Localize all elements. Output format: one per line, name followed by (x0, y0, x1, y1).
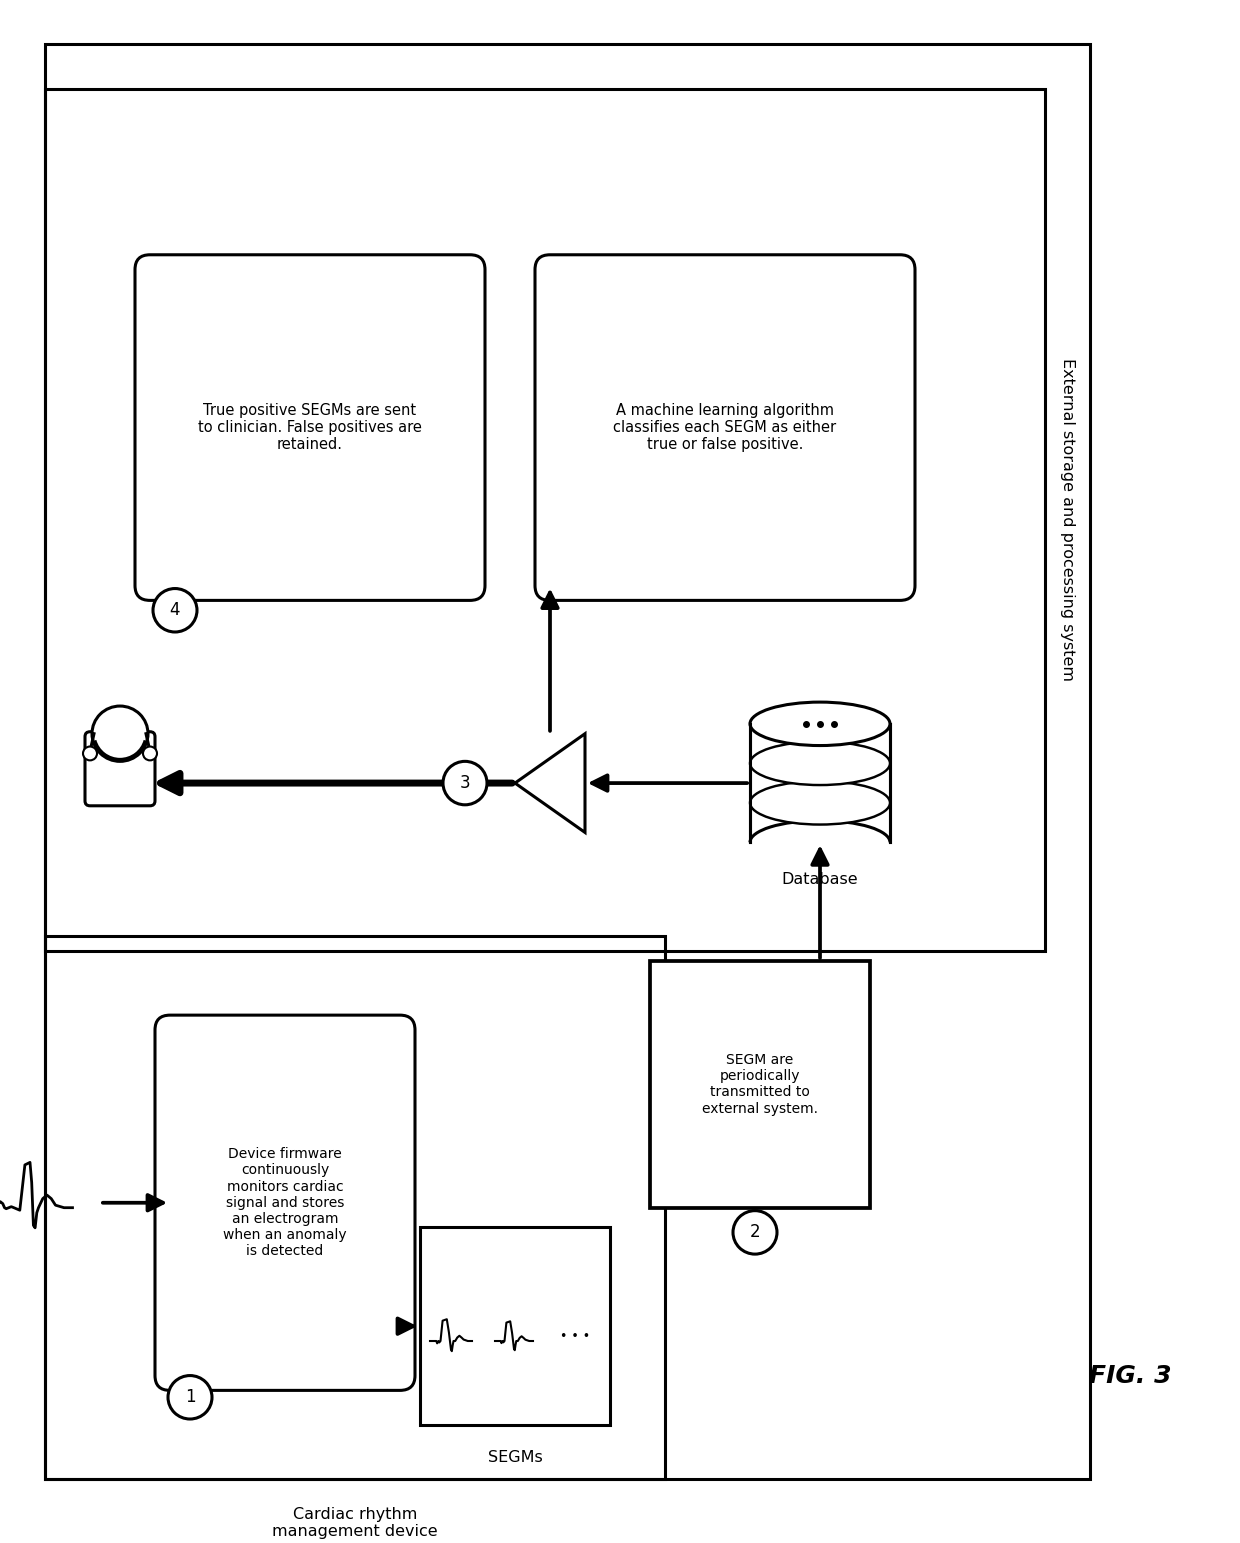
Bar (45, 937, 665, 1480)
Ellipse shape (750, 781, 890, 824)
Text: 2: 2 (750, 1224, 760, 1242)
Text: Cardiac rhythm
management device: Cardiac rhythm management device (273, 1508, 438, 1540)
Circle shape (143, 747, 157, 761)
Bar (45, 45, 1090, 1480)
Circle shape (733, 1211, 777, 1254)
Text: FIG. 3: FIG. 3 (1089, 1364, 1172, 1387)
Text: A machine learning algorithm
classifies each SEGM as either
true or false positi: A machine learning algorithm classifies … (614, 403, 837, 452)
Circle shape (443, 761, 487, 805)
FancyBboxPatch shape (86, 731, 155, 805)
FancyBboxPatch shape (534, 255, 915, 600)
Text: 1: 1 (185, 1389, 196, 1406)
Circle shape (92, 707, 148, 761)
Bar (650, 961, 870, 1208)
Bar (420, 1227, 610, 1424)
Circle shape (153, 588, 197, 633)
Ellipse shape (750, 702, 890, 745)
Text: 4: 4 (170, 602, 180, 619)
Circle shape (83, 747, 97, 761)
Text: 3: 3 (460, 775, 470, 792)
Circle shape (167, 1375, 212, 1420)
Text: • • •: • • • (560, 1330, 590, 1342)
Bar (45, 89, 1045, 950)
FancyBboxPatch shape (135, 255, 485, 600)
Text: SEGMs: SEGMs (487, 1449, 542, 1464)
Text: SEGM are
periodically
transmitted to
external system.: SEGM are periodically transmitted to ext… (702, 1052, 818, 1116)
Text: True positive SEGMs are sent
to clinician. False positives are
retained.: True positive SEGMs are sent to clinicia… (198, 403, 422, 452)
Text: External storage and processing system: External storage and processing system (1060, 358, 1075, 682)
Text: Database: Database (781, 872, 858, 887)
FancyBboxPatch shape (155, 1015, 415, 1390)
Bar (750, 724, 890, 842)
Text: Device firmware
continuously
monitors cardiac
signal and stores
an electrogram
w: Device firmware continuously monitors ca… (223, 1146, 347, 1259)
Ellipse shape (750, 742, 890, 785)
